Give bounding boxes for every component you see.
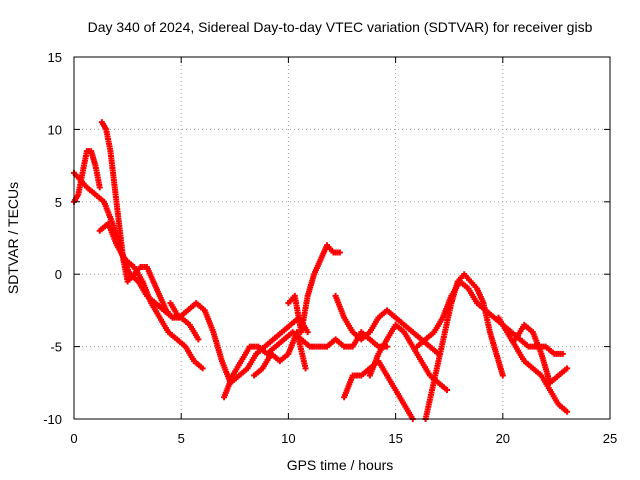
data-point	[564, 365, 571, 372]
y-tick-label: 15	[48, 50, 62, 65]
series-arc5	[167, 300, 311, 386]
x-axis-label: GPS time / hours	[287, 457, 394, 473]
series-arc13	[414, 278, 566, 357]
data-marks	[71, 119, 571, 422]
y-axis-label: SDTVAR / TECUs	[5, 182, 21, 294]
grid-lines	[74, 57, 610, 419]
series-arc4	[96, 220, 206, 372]
data-point	[499, 372, 506, 379]
x-tick-label: 15	[388, 431, 402, 446]
data-point	[169, 314, 176, 321]
data-point	[195, 336, 202, 343]
axis-ticks: 0 5 10 15 20 25 -10 -5 0 5 10 15	[43, 50, 617, 446]
x-tick-label: 0	[70, 431, 77, 446]
y-tick-label: 5	[55, 195, 62, 210]
y-tick-label: -10	[43, 412, 62, 427]
data-point	[564, 408, 571, 415]
series-arc6	[221, 329, 391, 401]
data-point	[302, 365, 309, 372]
data-point	[304, 329, 311, 336]
data-point	[336, 249, 343, 256]
series-arc8	[251, 329, 309, 379]
data-point	[384, 343, 391, 350]
series-arc10	[341, 358, 416, 422]
series-arc14	[495, 314, 571, 415]
data-point	[199, 365, 206, 372]
plot-frame	[73, 56, 611, 420]
series-arc12	[422, 271, 506, 422]
series-arc15	[512, 321, 571, 386]
x-tick-label: 20	[496, 431, 510, 446]
y-tick-label: -5	[50, 340, 62, 355]
x-tick-label: 5	[178, 431, 185, 446]
series-arc11	[366, 321, 451, 394]
data-point	[444, 387, 451, 394]
chart-title: Day 340 of 2024, Sidereal Day-to-day VTE…	[88, 19, 593, 35]
series-arc7	[285, 242, 343, 336]
data-point	[559, 350, 566, 357]
data-point	[96, 184, 103, 191]
y-tick-label: 0	[55, 267, 62, 282]
series-arc3	[98, 119, 176, 321]
y-tick-label: 10	[48, 122, 62, 137]
series-arc9	[332, 292, 442, 357]
series-arc2	[71, 148, 103, 205]
x-tick-label: 25	[603, 431, 617, 446]
x-tick-label: 10	[281, 431, 295, 446]
